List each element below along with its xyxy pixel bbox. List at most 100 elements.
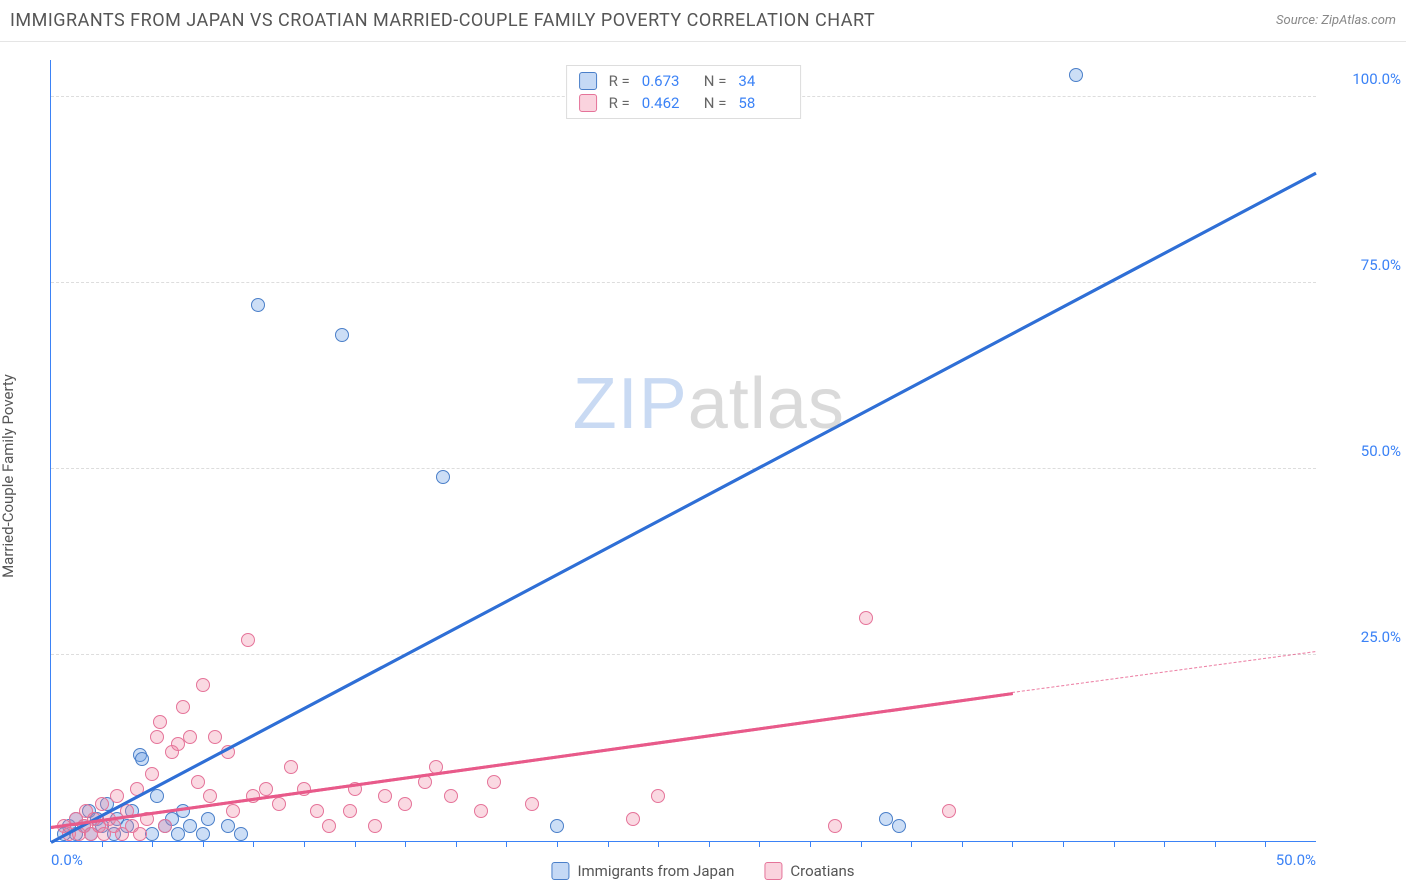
scatter-point <box>171 737 185 751</box>
xtick-minor <box>709 841 710 847</box>
xtick-label: 0.0% <box>51 851 83 869</box>
n-label: N = <box>704 94 727 112</box>
scatter-point <box>176 700 190 714</box>
scatter-point <box>135 752 149 766</box>
scatter-point <box>251 298 265 312</box>
xtick-minor <box>1164 841 1165 847</box>
scatter-point <box>234 827 248 841</box>
r-label: R = <box>609 94 630 112</box>
xtick-minor <box>456 841 457 847</box>
scatter-point <box>153 715 167 729</box>
scatter-point <box>203 789 217 803</box>
scatter-plot: ZIPatlas R = 0.673 N = 34 R = 0.462 N = … <box>50 60 1316 842</box>
swatch-series-1 <box>579 94 597 112</box>
scatter-point <box>95 797 109 811</box>
scatter-point <box>201 812 215 826</box>
scatter-point <box>208 730 222 744</box>
scatter-point <box>1069 68 1083 82</box>
scatter-point <box>259 782 273 796</box>
scatter-point <box>859 611 873 625</box>
xtick-minor <box>861 841 862 847</box>
scatter-point <box>196 827 210 841</box>
swatch-series-0 <box>551 862 569 880</box>
xtick-minor <box>506 841 507 847</box>
scatter-point <box>828 819 842 833</box>
scatter-point <box>335 328 349 342</box>
correlation-legend: R = 0.673 N = 34 R = 0.462 N = 58 <box>566 65 802 119</box>
scatter-point <box>191 775 205 789</box>
scatter-point <box>310 804 324 818</box>
scatter-point <box>368 819 382 833</box>
scatter-point <box>550 819 564 833</box>
scatter-point <box>183 730 197 744</box>
scatter-point <box>444 789 458 803</box>
scatter-point <box>398 797 412 811</box>
ytick-label: 25.0% <box>1321 628 1401 646</box>
legend-row-series-1: R = 0.462 N = 58 <box>579 92 789 114</box>
scatter-point <box>110 789 124 803</box>
xtick-minor <box>355 841 356 847</box>
y-axis-label: Married-Couple Family Poverty <box>0 374 17 578</box>
gridline-h <box>51 282 1316 283</box>
n-value-1: 58 <box>738 94 788 112</box>
chart-title: IMMIGRANTS FROM JAPAN VS CROATIAN MARRIE… <box>10 10 875 31</box>
scatter-point <box>150 789 164 803</box>
scatter-point <box>272 797 286 811</box>
source-attribution: Source: ZipAtlas.com <box>1276 13 1396 28</box>
xtick-minor <box>405 841 406 847</box>
scatter-point <box>436 470 450 484</box>
scatter-point <box>284 760 298 774</box>
scatter-point <box>196 678 210 692</box>
ytick-label: 100.0% <box>1321 70 1401 88</box>
scatter-point <box>474 804 488 818</box>
xtick-minor <box>911 841 912 847</box>
watermark: ZIPatlas <box>573 363 845 445</box>
xtick-minor <box>608 841 609 847</box>
xtick-minor <box>759 841 760 847</box>
xtick-minor <box>1265 841 1266 847</box>
scatter-point <box>226 804 240 818</box>
xtick-minor <box>658 841 659 847</box>
xtick-minor <box>102 841 103 847</box>
scatter-point <box>343 804 357 818</box>
xtick-minor <box>1114 841 1115 847</box>
scatter-point <box>150 730 164 744</box>
xtick-minor <box>203 841 204 847</box>
scatter-point <box>942 804 956 818</box>
chart-area: Married-Couple Family Poverty ZIPatlas R… <box>0 42 1406 892</box>
header-bar: IMMIGRANTS FROM JAPAN VS CROATIAN MARRIE… <box>0 0 1406 42</box>
scatter-point <box>322 819 336 833</box>
scatter-point <box>145 767 159 781</box>
legend-label-1: Croatians <box>790 862 854 880</box>
legend-item-1: Croatians <box>764 862 854 880</box>
scatter-point <box>171 827 185 841</box>
gridline-h <box>51 654 1316 655</box>
swatch-series-0 <box>579 72 597 90</box>
scatter-point <box>626 812 640 826</box>
legend-item-0: Immigrants from Japan <box>551 862 734 880</box>
xtick-minor <box>253 841 254 847</box>
gridline-h <box>51 468 1316 469</box>
legend-label-0: Immigrants from Japan <box>577 862 734 880</box>
n-label: N = <box>704 72 727 90</box>
xtick-minor <box>810 841 811 847</box>
scatter-point <box>158 819 172 833</box>
scatter-point <box>241 633 255 647</box>
scatter-point <box>651 789 665 803</box>
scatter-point <box>525 797 539 811</box>
trend-line <box>1012 651 1316 693</box>
r-value-1: 0.462 <box>642 94 692 112</box>
ytick-label: 50.0% <box>1321 442 1401 460</box>
trend-line <box>50 172 1316 844</box>
scatter-point <box>145 827 159 841</box>
xtick-label: 50.0% <box>1276 851 1316 869</box>
xtick-minor <box>1012 841 1013 847</box>
legend-row-series-0: R = 0.673 N = 34 <box>579 70 789 92</box>
scatter-point <box>892 819 906 833</box>
ytick-label: 75.0% <box>1321 256 1401 274</box>
xtick-minor <box>1063 841 1064 847</box>
scatter-point <box>133 827 147 841</box>
n-value-0: 34 <box>738 72 788 90</box>
watermark-atlas: atlas <box>688 364 845 444</box>
watermark-zip: ZIP <box>573 364 688 444</box>
